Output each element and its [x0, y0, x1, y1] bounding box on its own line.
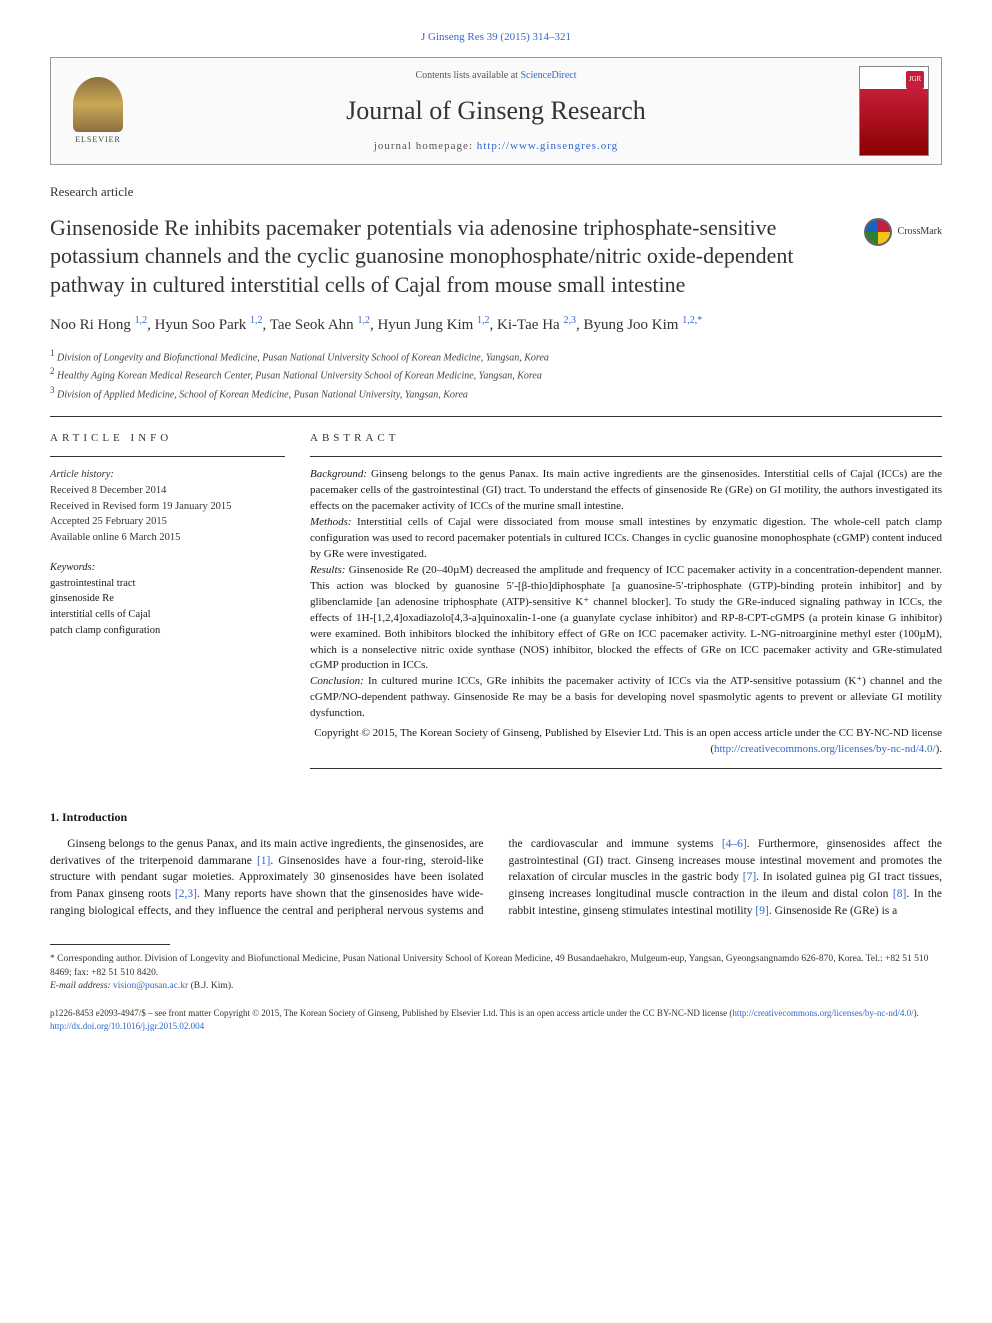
journal-name: Journal of Ginseng Research — [148, 93, 844, 129]
conclusion-label: Conclusion: — [310, 675, 364, 687]
abstract-bottom-rule — [310, 768, 942, 769]
intro-paragraph: Ginseng belongs to the genus Panax, and … — [50, 836, 942, 919]
online-date: Available online 6 March 2015 — [50, 530, 285, 546]
header-citation: J Ginseng Res 39 (2015) 314–321 — [50, 30, 942, 45]
elsevier-logo: ELSEVIER — [63, 71, 133, 151]
corresponding-author: * Corresponding author. Division of Long… — [50, 953, 942, 993]
abstract-rule — [310, 456, 942, 457]
intro-body: Ginseng belongs to the genus Panax, and … — [50, 836, 942, 919]
article-history: Article history: Received 8 December 201… — [50, 467, 285, 546]
doi-link[interactable]: http://dx.doi.org/10.1016/j.jgr.2015.02.… — [50, 1021, 204, 1031]
background-label: Background: — [310, 468, 367, 480]
background-text: Ginseng belongs to the genus Panax. Its … — [310, 468, 942, 512]
affiliation-item: 2 Healthy Aging Korean Medical Research … — [50, 365, 942, 383]
ref-link-23[interactable]: [2,3] — [175, 888, 197, 900]
copyright-close: ). — [936, 743, 942, 755]
ref-link-46[interactable]: [4–6] — [722, 838, 747, 850]
journal-header-box: ELSEVIER Contents lists available at Sci… — [50, 57, 942, 165]
keyword-item: ginsenoside Re — [50, 591, 285, 607]
keyword-item: interstitial cells of Cajal — [50, 607, 285, 623]
elsevier-label: ELSEVIER — [75, 134, 121, 145]
received-date: Received 8 December 2014 — [50, 483, 285, 499]
info-rule — [50, 456, 285, 457]
affiliations-list: 1 Division of Longevity and Biofunctiona… — [50, 347, 942, 402]
intro-text: . Ginsenoside Re (GRe) is a — [769, 905, 897, 917]
cover-badge: JGR — [906, 71, 924, 89]
ref-link-8[interactable]: [8] — [893, 888, 906, 900]
article-title: Ginsenoside Re inhibits pacemaker potent… — [50, 214, 844, 300]
ref-link-7[interactable]: [7] — [743, 871, 756, 883]
crossmark-label: CrossMark — [898, 225, 942, 239]
contents-line: Contents lists available at ScienceDirec… — [148, 69, 844, 83]
affiliation-item: 1 Division of Longevity and Biofunctiona… — [50, 347, 942, 365]
abstract-heading: ABSTRACT — [310, 431, 942, 446]
section-rule — [50, 416, 942, 417]
results-text: Ginsenoside Re (20–40µM) decreased the a… — [310, 564, 942, 672]
revised-date: Received in Revised form 19 January 2015 — [50, 499, 285, 515]
methods-label: Methods: — [310, 516, 352, 528]
footer-line1-close: ). — [914, 1008, 919, 1018]
keywords-block: Keywords: gastrointestinal tractginsenos… — [50, 560, 285, 639]
keywords-label: Keywords: — [50, 560, 285, 576]
results-label: Results: — [310, 564, 345, 576]
article-info-heading: ARTICLE INFO — [50, 431, 285, 446]
homepage-link[interactable]: http://www.ginsengres.org — [477, 140, 618, 152]
footer-meta: p1226-8453 e2093-4947/$ – see front matt… — [50, 1007, 942, 1032]
elsevier-tree-icon — [73, 77, 123, 132]
footer-license-link[interactable]: http://creativecommons.org/licenses/by-n… — [732, 1008, 913, 1018]
email-suffix: (B.J. Kim). — [188, 981, 233, 991]
conclusion-text: In cultured murine ICCs, GRe inhibits th… — [310, 675, 942, 719]
contents-prefix: Contents lists available at — [415, 70, 520, 81]
methods-text: Interstitial cells of Cajal were dissoci… — [310, 516, 942, 560]
article-type: Research article — [50, 183, 942, 201]
history-label: Article history: — [50, 467, 285, 483]
affiliation-item: 3 Division of Applied Medicine, School o… — [50, 384, 942, 402]
sciencedirect-link[interactable]: ScienceDirect — [520, 70, 576, 81]
footer-line1: p1226-8453 e2093-4947/$ – see front matt… — [50, 1008, 732, 1018]
crossmark-badge[interactable]: CrossMark — [864, 218, 942, 246]
copyright-line: Copyright © 2015, The Korean Society of … — [310, 726, 942, 758]
ref-link-1[interactable]: [1] — [257, 855, 270, 867]
keyword-item: gastrointestinal tract — [50, 576, 285, 592]
journal-cover-thumbnail: JGR — [859, 66, 929, 156]
email-label: E-mail address: — [50, 981, 113, 991]
footer-separator — [50, 944, 170, 945]
corr-email-link[interactable]: vision@pusan.ac.kr — [113, 981, 188, 991]
accepted-date: Accepted 25 February 2015 — [50, 514, 285, 530]
ref-link-9[interactable]: [9] — [755, 905, 768, 917]
license-link[interactable]: http://creativecommons.org/licenses/by-n… — [714, 743, 936, 755]
crossmark-icon — [864, 218, 892, 246]
abstract-text: Background: Ginseng belongs to the genus… — [310, 467, 942, 758]
homepage-line: journal homepage: http://www.ginsengres.… — [148, 139, 844, 154]
authors-list: Noo Ri Hong 1,2, Hyun Soo Park 1,2, Tae … — [50, 313, 942, 337]
corr-text: Corresponding author. Division of Longev… — [50, 954, 928, 977]
keyword-item: patch clamp configuration — [50, 623, 285, 639]
intro-heading: 1. Introduction — [50, 809, 942, 826]
homepage-prefix: journal homepage: — [374, 140, 477, 152]
